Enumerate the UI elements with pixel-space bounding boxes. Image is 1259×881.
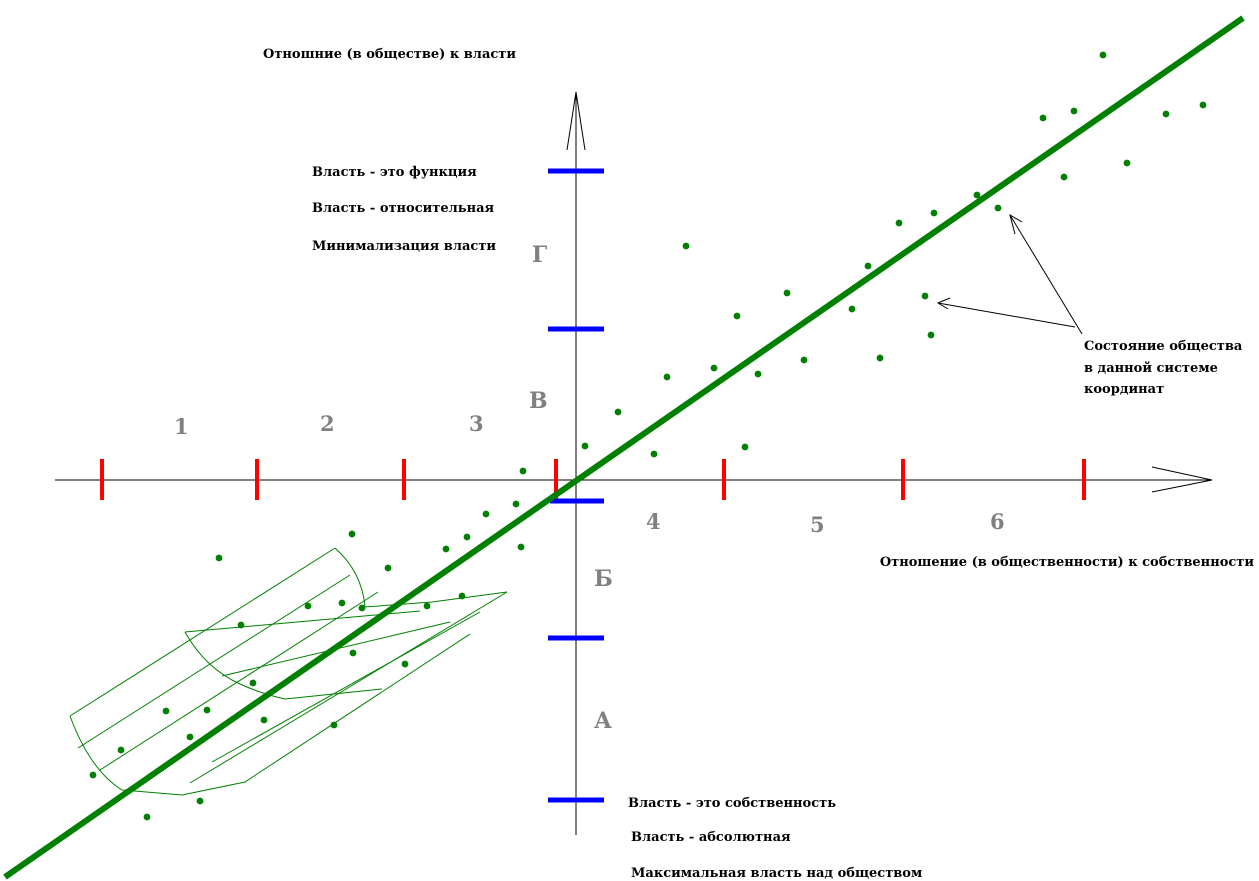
segment-label-4: 4 xyxy=(646,509,661,534)
society-state-point xyxy=(994,204,1002,212)
grid-line xyxy=(211,611,481,763)
horizontal-axis-ticks xyxy=(100,459,1086,500)
segment-label-1: 1 xyxy=(174,414,189,439)
society-state-point xyxy=(304,602,312,610)
society-state-point xyxy=(89,771,97,779)
society-state-point xyxy=(663,373,671,381)
society-state-point xyxy=(384,564,392,572)
society-state-point xyxy=(186,733,194,741)
callout-arrows xyxy=(936,213,1083,335)
zone-label-g: Г xyxy=(532,242,547,268)
society-state-point xyxy=(1060,173,1068,181)
society-state-point xyxy=(482,510,490,518)
callout-line-2: в данной системе xyxy=(1084,361,1218,376)
society-state-point xyxy=(349,649,357,657)
society-state-point xyxy=(519,467,527,475)
society-state-point xyxy=(710,364,718,372)
society-state-point xyxy=(117,746,125,754)
grid-line xyxy=(334,547,508,608)
society-state-point xyxy=(260,716,268,724)
vertical-axis-ticks xyxy=(548,168,604,803)
society-state-point xyxy=(783,289,791,297)
society-state-point xyxy=(973,191,981,199)
society-state-point xyxy=(650,450,658,458)
society-state-point xyxy=(1199,101,1207,109)
zone-label-a: А xyxy=(594,708,612,734)
segment-label-5: 5 xyxy=(810,512,825,537)
segment-label-3: 3 xyxy=(469,411,484,436)
grid-line xyxy=(69,547,336,717)
society-state-point xyxy=(249,679,257,687)
horizontal-axis-title: Отношение (в общественности) к собственн… xyxy=(880,555,1255,570)
callout-arrow-line xyxy=(937,302,1076,328)
grid-line xyxy=(184,631,286,700)
society-state-point xyxy=(330,721,338,729)
society-state-point xyxy=(1123,159,1131,167)
society-state-point xyxy=(1039,114,1047,122)
society-state-point xyxy=(458,592,466,600)
trend-line xyxy=(3,15,1245,880)
callout-arrow-line xyxy=(1009,214,1083,335)
bottom-label-absolute: Власть - абсолютная xyxy=(631,830,791,845)
segment-label-6: 6 xyxy=(990,509,1005,534)
society-state-point xyxy=(512,500,520,508)
society-state-point xyxy=(203,706,211,714)
grid-line xyxy=(77,574,351,749)
society-state-point xyxy=(1162,110,1170,118)
society-state-point xyxy=(927,331,935,339)
society-state-point xyxy=(143,813,151,821)
society-state-point xyxy=(741,443,749,451)
grid-line xyxy=(181,633,471,796)
society-state-point xyxy=(614,408,622,416)
society-state-point xyxy=(581,442,589,450)
zone-label-v: В xyxy=(529,388,548,414)
society-state-point xyxy=(196,797,204,805)
society-state-grid xyxy=(69,547,508,796)
society-state-point xyxy=(1099,51,1107,59)
society-state-point xyxy=(848,305,856,313)
society-state-point xyxy=(215,554,223,562)
bottom-label-property: Власть - это собственность xyxy=(628,796,836,811)
society-state-point xyxy=(338,599,346,607)
society-state-point xyxy=(921,292,929,300)
society-state-point xyxy=(682,242,690,250)
society-state-point xyxy=(754,370,762,378)
society-state-point xyxy=(864,262,872,270)
society-state-point xyxy=(930,209,938,217)
callout-line-3: координат xyxy=(1084,382,1164,397)
top-label-function: Власть - это функция xyxy=(312,165,477,180)
horizontal-axis-arrowhead xyxy=(1151,466,1213,493)
zone-label-b: Б xyxy=(594,566,613,592)
grid-line xyxy=(69,715,183,796)
society-state-points xyxy=(89,51,1207,821)
society-state-point xyxy=(800,356,808,364)
top-label-minimization: Минимализация власти xyxy=(312,239,496,254)
society-state-point xyxy=(463,533,471,541)
callout-line-1: Состояние общества xyxy=(1084,339,1243,354)
bottom-label-maximal: Максимальная власть над обществом xyxy=(631,866,922,881)
society-state-point xyxy=(442,545,450,553)
vertical-axis-arrowhead xyxy=(566,91,586,151)
vertical-axis-title: Отношние (в обществе) к власти xyxy=(263,47,516,62)
callout-arrowhead xyxy=(936,297,951,310)
society-state-point xyxy=(401,660,409,668)
society-state-point xyxy=(1070,107,1078,115)
society-state-point xyxy=(237,621,245,629)
society-state-point xyxy=(358,604,366,612)
society-state-point xyxy=(348,530,356,538)
society-state-point xyxy=(733,312,741,320)
society-state-point xyxy=(423,602,431,610)
society-state-point xyxy=(876,354,884,362)
segment-label-2: 2 xyxy=(320,411,335,436)
top-label-relative: Власть - относительная xyxy=(312,201,495,216)
society-state-point xyxy=(895,219,903,227)
society-state-point xyxy=(162,707,170,715)
society-state-point xyxy=(517,543,525,551)
grid-line xyxy=(99,591,379,771)
grid-line xyxy=(189,591,508,784)
callout-arrowhead xyxy=(1009,213,1023,235)
